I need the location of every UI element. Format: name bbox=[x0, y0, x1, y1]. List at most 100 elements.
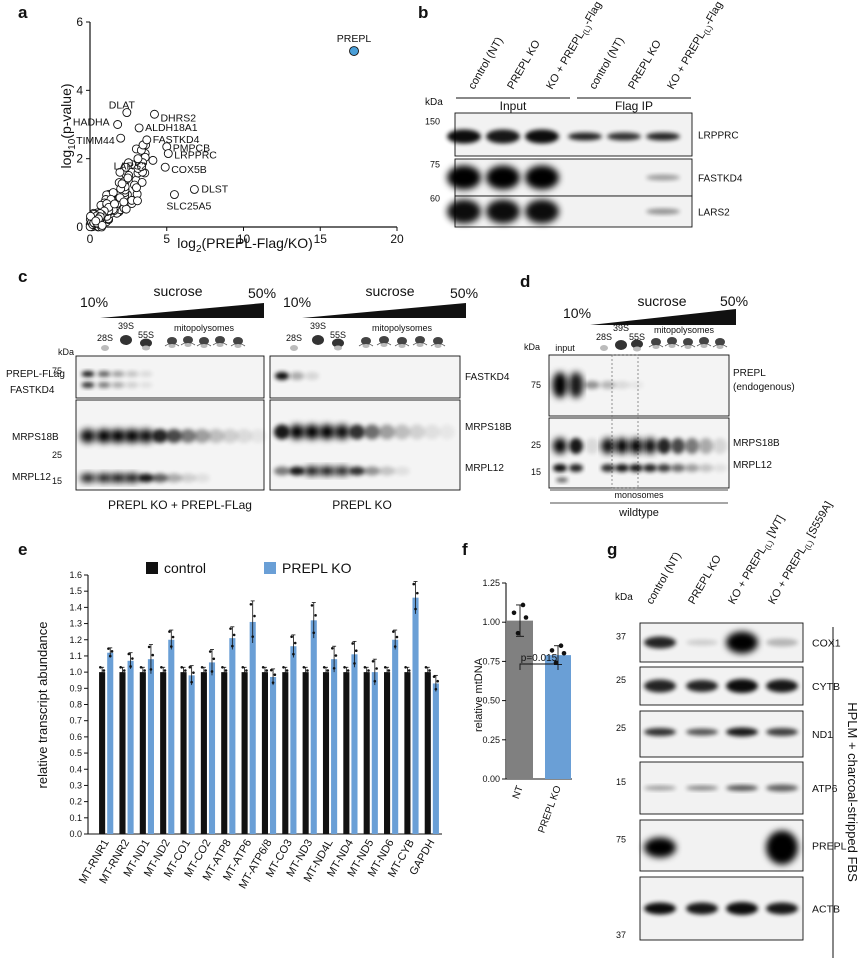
panel-d-pct-high: 50% bbox=[720, 293, 748, 309]
labeled-point bbox=[189, 184, 199, 194]
panel-c-right-39s: 39S bbox=[310, 321, 326, 331]
blot-band bbox=[81, 382, 95, 388]
replicate-dot bbox=[251, 635, 254, 638]
polysome-small-icon bbox=[700, 344, 708, 348]
blot-marker: 60 bbox=[430, 194, 440, 204]
panel-c-fastkd4-right: FASTKD4 bbox=[465, 372, 510, 383]
blot-band bbox=[644, 785, 676, 791]
replicate-dot bbox=[428, 669, 431, 672]
blot-band bbox=[334, 466, 350, 476]
blot-band bbox=[305, 372, 319, 380]
polysome-small-icon bbox=[216, 343, 224, 347]
replicate-dot bbox=[345, 674, 348, 678]
lane-label-sub: (L) bbox=[702, 23, 715, 36]
monosome-small-icon bbox=[142, 345, 150, 351]
replicate-dot bbox=[151, 653, 155, 657]
lane-label-suffix: [WT] bbox=[763, 513, 787, 542]
blot-band bbox=[236, 429, 252, 443]
blot-band bbox=[556, 477, 568, 483]
labeled-point bbox=[163, 149, 173, 158]
blot-protein-label: LARS2 bbox=[698, 208, 730, 219]
y-tick-label: 0.25 bbox=[482, 735, 500, 745]
blot-band bbox=[486, 165, 520, 190]
blot-protein-label: COX1 bbox=[812, 638, 841, 650]
replicate-dot bbox=[392, 630, 395, 633]
replicate-dot bbox=[395, 635, 399, 639]
lane-label-text: PREPL KO bbox=[626, 38, 664, 92]
bar bbox=[282, 672, 289, 834]
replicate-dot bbox=[231, 644, 234, 648]
replicate-dot bbox=[346, 669, 350, 672]
panel-d: d 10% sucrose 50% input 28S 39S 55S mito… bbox=[520, 272, 795, 519]
polysome-small-icon bbox=[234, 344, 242, 348]
replicate-dot bbox=[558, 643, 564, 649]
large-subunit-icon bbox=[120, 335, 132, 345]
replicate-dot bbox=[108, 654, 112, 658]
point-label: SLC25A5 bbox=[166, 201, 211, 213]
replicate-dot bbox=[139, 665, 143, 669]
y-tick-label: 0.75 bbox=[482, 656, 500, 666]
blot-band bbox=[671, 438, 685, 454]
replicate-dot bbox=[549, 648, 555, 653]
panel-c-prepl-flag: PREPL-FLag bbox=[6, 369, 65, 380]
replicate-dot bbox=[232, 633, 236, 637]
blot-band bbox=[275, 372, 289, 380]
panel-d-m75: 75 bbox=[531, 380, 541, 390]
panel-a-ylabel: log10(p-value) bbox=[58, 83, 78, 168]
panel-d-mrps18b: MRPS18B bbox=[733, 438, 780, 449]
blot-band bbox=[525, 129, 559, 144]
replicate-dot bbox=[121, 674, 124, 678]
lane-label-text: control (NT) bbox=[587, 35, 626, 91]
replicate-dot bbox=[302, 665, 306, 669]
panel-d-55s: 55S bbox=[629, 332, 645, 342]
replicate-dot bbox=[143, 669, 146, 672]
replicate-dot bbox=[188, 665, 192, 669]
blot-band bbox=[319, 466, 335, 476]
blot-protein-label: ACTB bbox=[812, 904, 840, 916]
replicate-dot bbox=[393, 645, 397, 648]
bar bbox=[208, 662, 216, 834]
labeled-point bbox=[122, 108, 132, 117]
blot-band bbox=[289, 466, 305, 476]
panel-g-lane-labels: control (NT) PREPL KO KO + PREPL(L) [WT]KO… bbox=[644, 500, 835, 607]
replicate-dot bbox=[241, 665, 245, 669]
panel-c-right-28s: 28S bbox=[286, 333, 302, 343]
polysome-icon bbox=[167, 337, 177, 345]
blot-band bbox=[364, 466, 380, 476]
panel-b-label: b bbox=[418, 3, 428, 22]
blot-band bbox=[80, 429, 96, 443]
scatter-point bbox=[137, 162, 147, 172]
replicate-dot bbox=[210, 670, 214, 673]
replicate-dot bbox=[351, 642, 354, 645]
replicate-dot bbox=[322, 665, 326, 669]
panel-f: f 0.00 0.25 0.50 0.75 1.00 1.25 p=0.015 relat… bbox=[462, 540, 572, 835]
panel-f-ylabel: relative mtDNA bbox=[473, 657, 485, 732]
replicate-dot bbox=[385, 674, 389, 678]
blot-marker: 37 bbox=[616, 632, 626, 642]
blot-band bbox=[657, 438, 671, 454]
panel-d-28s: 28S bbox=[596, 332, 612, 342]
lane-label-suffix: -Flag bbox=[581, 0, 604, 27]
replicate-dot bbox=[414, 607, 417, 611]
panel-f-label: f bbox=[462, 540, 468, 559]
polysome-icon bbox=[683, 338, 693, 346]
panel-a: a 0 5 10 15 20 0 2 4 6 DLAT DHRS2 HADHA ALDH18A1 TIM… bbox=[18, 3, 404, 255]
panel-b-group-ip: Flag IP bbox=[615, 99, 653, 113]
blot-band bbox=[686, 728, 718, 736]
replicate-dot bbox=[383, 665, 387, 669]
replicate-dot bbox=[171, 635, 175, 639]
replicate-dot bbox=[426, 674, 430, 678]
lane-label-sub: (L) bbox=[763, 538, 776, 551]
blot-band bbox=[447, 199, 481, 224]
blot-band bbox=[644, 728, 676, 736]
scatter-point bbox=[137, 177, 147, 187]
replicate-dot bbox=[332, 666, 336, 670]
replicate-dot bbox=[375, 667, 378, 670]
bar bbox=[249, 621, 256, 834]
panel-f-ticks: 0.00 0.25 0.50 0.75 1.00 1.25 bbox=[482, 578, 506, 784]
blot-band bbox=[615, 464, 629, 472]
replicate-dot bbox=[304, 674, 307, 678]
polysome-small-icon bbox=[168, 344, 176, 348]
panel-d-blots bbox=[548, 354, 730, 489]
replicate-dot bbox=[192, 671, 195, 674]
